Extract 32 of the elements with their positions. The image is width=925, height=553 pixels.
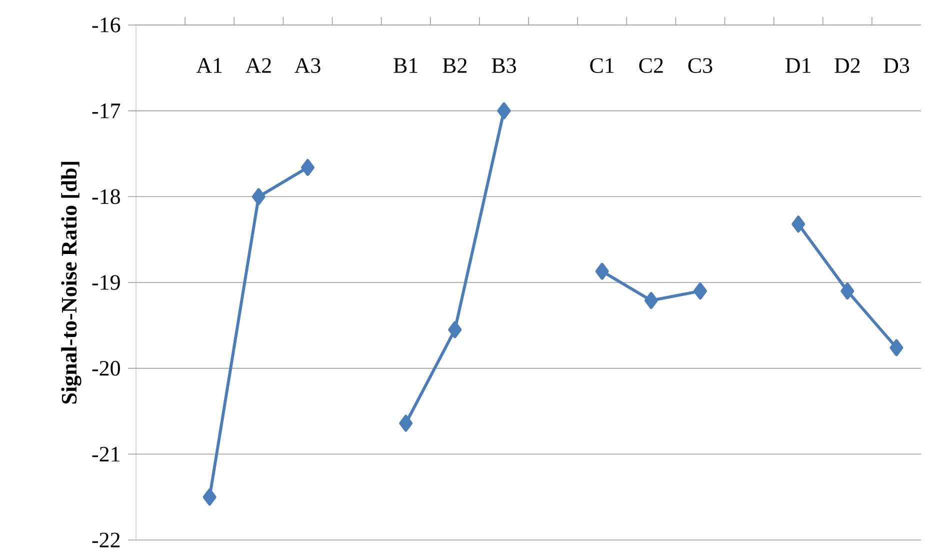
point (595, 262, 609, 280)
x-tick-label: B3 (492, 58, 516, 73)
y-tick-label: -19 (92, 275, 120, 290)
x-tick-label: C3 (688, 58, 712, 73)
x-tick-label: C2 (639, 58, 663, 73)
point (840, 282, 854, 300)
x-tick-label: D2 (834, 58, 860, 73)
x-tick-label: D1 (786, 58, 810, 73)
y-tick-label: -21 (92, 446, 120, 462)
x-tick-label: B2 (442, 58, 467, 73)
point (300, 158, 314, 176)
x-tick-label: A2 (245, 58, 271, 73)
y-tick-label: -18 (92, 189, 120, 204)
y-tick-label: -16 (92, 18, 120, 32)
point (202, 488, 216, 506)
point (448, 321, 462, 338)
y-tick-label: -20 (92, 360, 120, 376)
point (399, 414, 413, 432)
x-tick-label: C1 (590, 58, 614, 73)
point (497, 102, 511, 120)
x-tick-label: A3 (294, 58, 320, 73)
point (890, 339, 904, 356)
y-tick-label: -22 (92, 532, 120, 548)
point (792, 216, 806, 233)
point (693, 282, 707, 300)
x-tick-label: A1 (196, 58, 222, 73)
y-axis-title: Signal-to-Noise Ratio [db] (61, 162, 82, 404)
x-tick-label: B1 (394, 58, 418, 73)
x-tick-label: D3 (884, 58, 910, 73)
point (252, 188, 266, 206)
y-tick-label: -17 (92, 104, 120, 118)
point (644, 292, 658, 310)
